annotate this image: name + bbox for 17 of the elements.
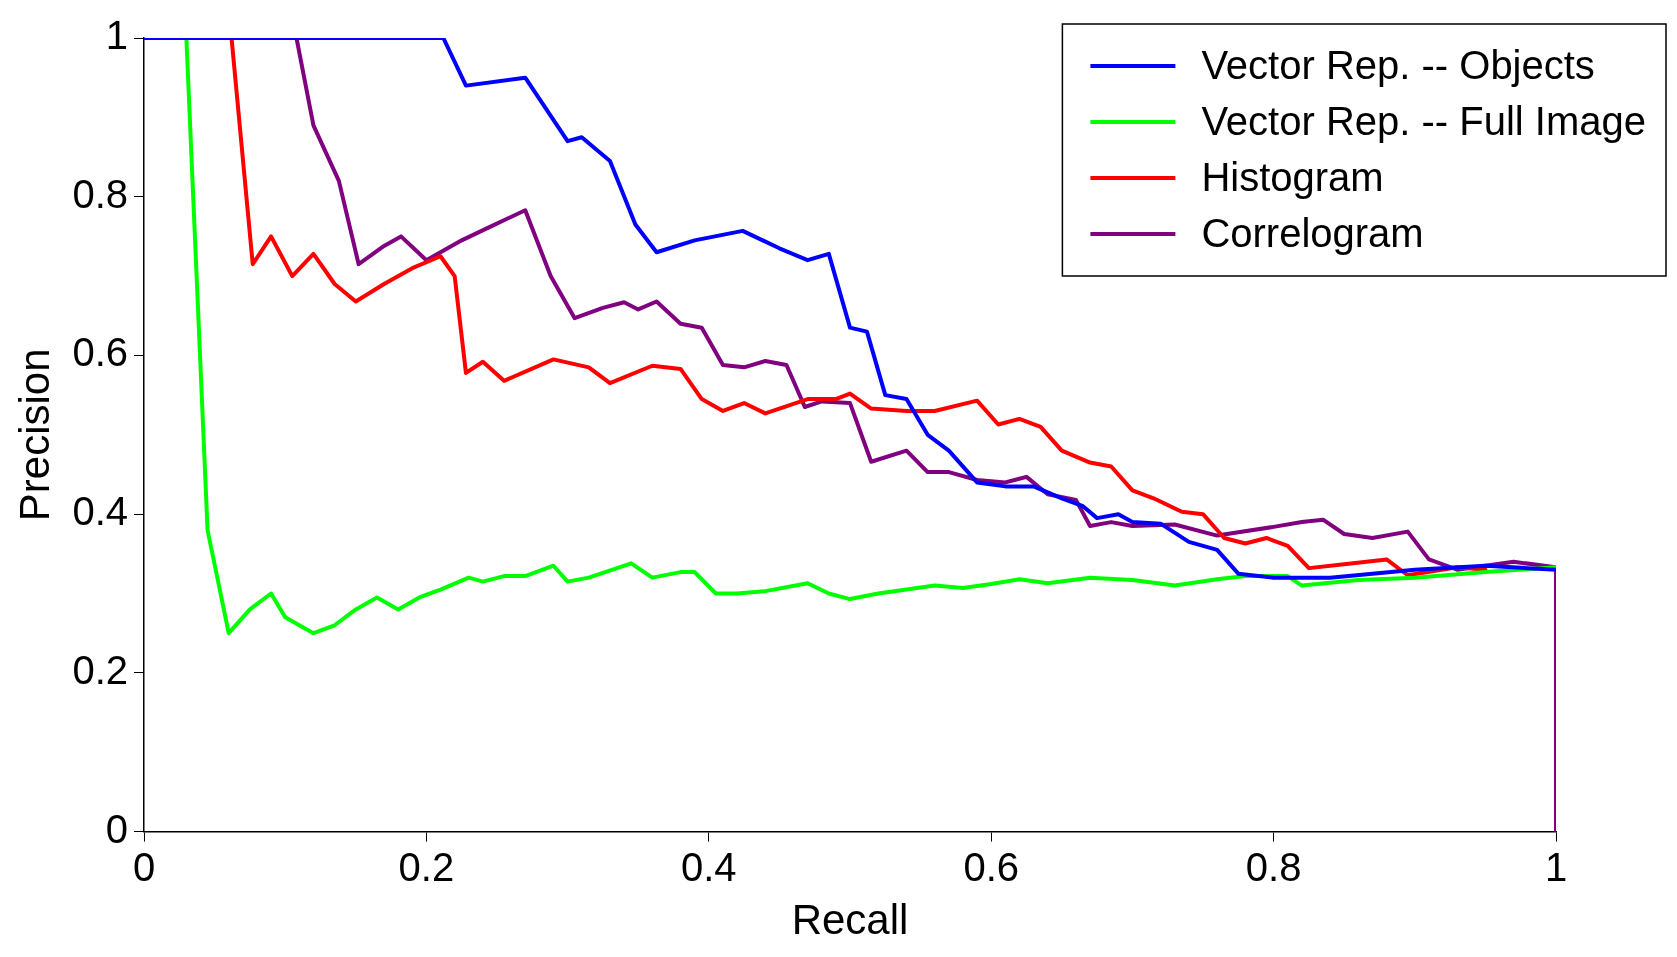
y-tick-label: 0.6 bbox=[72, 330, 129, 375]
legend-label: Correlogram bbox=[1201, 211, 1424, 256]
legend-label: Vector Rep. -- Full Image bbox=[1201, 99, 1646, 144]
x-axis-title: Recall bbox=[791, 896, 909, 944]
y-tick-label: 0.4 bbox=[72, 489, 129, 534]
y-tick-label: 1 bbox=[105, 13, 129, 58]
x-tick-label: 0.6 bbox=[963, 844, 1020, 889]
y-tick-label: 0.2 bbox=[72, 647, 129, 692]
x-tick-label: 0.4 bbox=[681, 844, 737, 889]
y-axis-title: Precision bbox=[10, 348, 58, 522]
y-tick-label: 0 bbox=[105, 806, 129, 851]
x-tick-label: 0.8 bbox=[1245, 844, 1302, 889]
x-tick-label: 1 bbox=[1544, 844, 1568, 889]
y-tick-label: 0.8 bbox=[72, 171, 129, 216]
legend-label: Vector Rep. -- Objects bbox=[1201, 43, 1595, 88]
x-tick-label: 0.2 bbox=[398, 844, 455, 889]
legend-label: Histogram bbox=[1201, 155, 1384, 200]
